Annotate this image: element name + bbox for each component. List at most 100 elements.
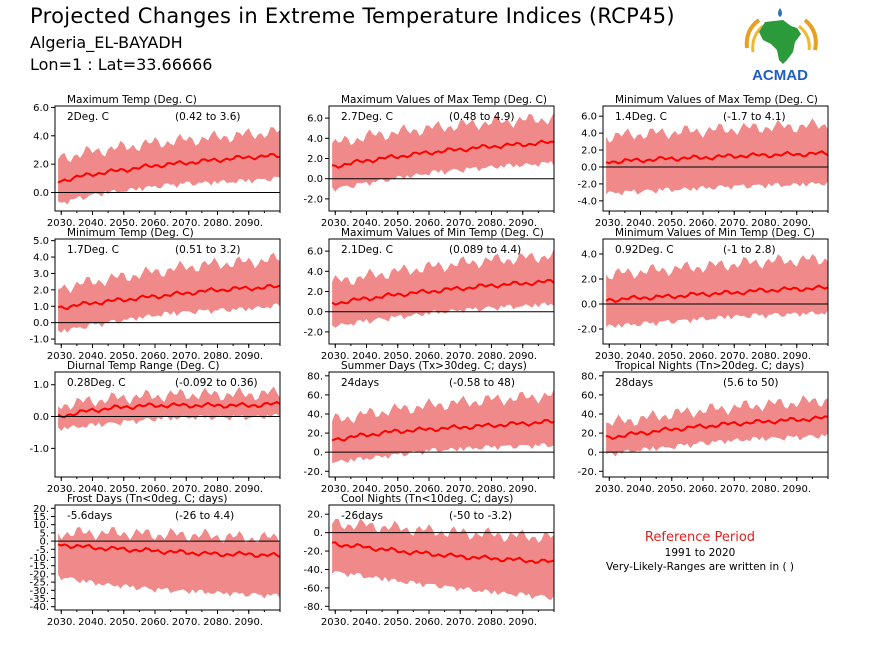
x-tick-label: 2030. xyxy=(321,484,350,495)
y-tick-label: 5.0 xyxy=(33,236,49,247)
y-tick-label: -2.0 xyxy=(577,325,597,336)
change-summary: -26days xyxy=(341,510,383,522)
x-tick-label: 2070. xyxy=(720,218,749,229)
likely-range-label: (-26 to 4.4) xyxy=(175,510,234,522)
likely-range-label: (-1 to 2.8) xyxy=(723,244,776,256)
y-tick-label: -5. xyxy=(36,545,49,556)
y-tick-label: -15. xyxy=(29,561,49,572)
x-tick-label: 2090. xyxy=(782,351,811,362)
y-tick-label: 15. xyxy=(33,512,49,523)
y-tick-label: 5. xyxy=(39,528,49,539)
x-tick-label: 2090. xyxy=(234,484,263,495)
x-tick-label: 2050. xyxy=(657,484,686,495)
y-tick-label: 80. xyxy=(307,371,323,382)
x-tick-label: 2060. xyxy=(415,218,444,229)
y-tick-label: 20. xyxy=(581,429,597,440)
reference-period-title: Reference Period xyxy=(644,530,756,545)
x-tick-label: 2090. xyxy=(782,484,811,495)
plot-frame xyxy=(328,504,555,611)
x-tick-label: 2080. xyxy=(477,484,506,495)
x-tick-label: 2090. xyxy=(782,218,811,229)
x-tick-label: 2040. xyxy=(352,484,381,495)
y-tick-label: 80. xyxy=(581,371,597,382)
y-tick-label: 10. xyxy=(33,520,49,531)
x-tick-label: 2050. xyxy=(383,617,412,628)
x-tick-label: 2050. xyxy=(383,351,412,362)
likely-range-label: (-0.58 to 48) xyxy=(449,377,515,389)
likely-range-label: (5.6 to 50) xyxy=(723,377,778,389)
x-tick-label: 2030. xyxy=(47,218,76,229)
y-tick-label: -20. xyxy=(303,547,323,558)
plot-frame xyxy=(54,238,281,345)
coordinates-label: Lon=1 : Lat=33.66666 xyxy=(30,55,213,74)
africa-shape xyxy=(759,20,801,64)
x-tick-label: 2090. xyxy=(234,351,263,362)
y-tick-label: 4.0 xyxy=(307,267,323,278)
x-tick-label: 2030. xyxy=(595,351,624,362)
y-tick-label: -20. xyxy=(303,467,323,478)
y-tick-label: 20. xyxy=(33,504,49,515)
median-change-line xyxy=(331,418,555,442)
y-tick-label: 0. xyxy=(313,528,323,539)
chart-panel-3: 6.0 4.0 2.0 0.0 -2.0 -4.0 2030. 2040. 2050. 2060.… xyxy=(577,94,829,229)
likely-range-band xyxy=(58,386,280,431)
y-tick-label: 6.0 xyxy=(581,112,597,123)
x-tick-label: 2060. xyxy=(141,351,170,362)
x-tick-label: 2060. xyxy=(415,617,444,628)
panel-title: Maximum Values of Max Temp (Deg. C) xyxy=(341,94,547,106)
x-tick-label: 2070. xyxy=(720,484,749,495)
panel-title: Summer Days (Tx>30deg. C; days) xyxy=(341,360,527,372)
x-tick-label: 2040. xyxy=(352,351,381,362)
chart-panel-7: 1.0 0.0 -1.0 2030. 2040. 2050. 2060. 2070. 2080.… xyxy=(29,360,281,495)
chart-panel-1: 6.0 4.0 2.0 0.0 2030. 2040. 2050. 2060. 2070. 208… xyxy=(33,94,281,229)
change-summary: 0.92Deg. C xyxy=(615,244,674,256)
x-tick-label: 2080. xyxy=(477,351,506,362)
x-tick-label: 2090. xyxy=(234,617,263,628)
x-tick-label: 2070. xyxy=(172,617,201,628)
y-tick-label: -2.0 xyxy=(577,179,597,190)
plot-frame xyxy=(328,371,555,478)
y-tick-label: -40. xyxy=(29,602,49,613)
y-tick-label: 4.0 xyxy=(33,253,49,264)
change-summary: 2.7Deg. C xyxy=(341,111,393,123)
x-tick-label: 2050. xyxy=(383,484,412,495)
change-summary: 0.28Deg. C xyxy=(67,377,126,389)
likely-range-band xyxy=(58,127,280,205)
y-tick-label: 6.0 xyxy=(307,247,323,258)
x-tick-label: 2080. xyxy=(203,484,232,495)
chart-panel-9: 80.60.40.20.0.-20.2030. 2040. 2050. 2060. 20… xyxy=(577,360,829,495)
y-tick-label: -2.0 xyxy=(303,194,323,205)
x-tick-label: 2090. xyxy=(508,484,537,495)
panel-title: Tropical Nights (Tn>20deg. C; days) xyxy=(614,360,804,372)
median-change-line xyxy=(605,415,829,441)
likely-range-label: (0.51 to 3.2) xyxy=(175,244,241,256)
x-tick-label: 2090. xyxy=(508,218,537,229)
x-tick-label: 2060. xyxy=(415,484,444,495)
y-tick-label: 2.0 xyxy=(581,146,597,157)
chart-panel-2: 6.0 4.0 2.0 0.0 -2.0 2030. 2040. 2050. 2060. 2070… xyxy=(303,94,555,229)
x-tick-label: 2030. xyxy=(47,484,76,495)
x-tick-label: 2080. xyxy=(751,484,780,495)
panel-title: Maximum Values of Min Temp (Deg. C) xyxy=(341,227,544,239)
x-tick-label: 2090. xyxy=(234,218,263,229)
y-tick-label: 2.0 xyxy=(33,285,49,296)
x-tick-label: 2070. xyxy=(446,617,475,628)
acmad-logo: ACMAD xyxy=(735,8,825,86)
y-tick-label: 6.0 xyxy=(307,114,323,125)
y-tick-label: -35. xyxy=(29,594,49,605)
y-tick-label: 40. xyxy=(581,410,597,421)
x-tick-label: 2030. xyxy=(595,484,624,495)
x-tick-label: 2060. xyxy=(141,218,170,229)
y-tick-label: 2.0 xyxy=(581,275,597,286)
median-change-line xyxy=(605,150,829,165)
x-tick-label: 2050. xyxy=(109,351,138,362)
median-change-line xyxy=(331,278,555,306)
plot-frame xyxy=(54,105,281,212)
y-tick-label: 6.0 xyxy=(33,103,49,114)
x-tick-label: 2060. xyxy=(689,218,718,229)
change-summary: 1.7Deg. C xyxy=(67,244,119,256)
x-tick-label: 2090. xyxy=(508,617,537,628)
x-tick-label: 2030. xyxy=(595,218,624,229)
y-tick-label: -2.0 xyxy=(303,327,323,338)
x-tick-label: 2040. xyxy=(78,484,107,495)
